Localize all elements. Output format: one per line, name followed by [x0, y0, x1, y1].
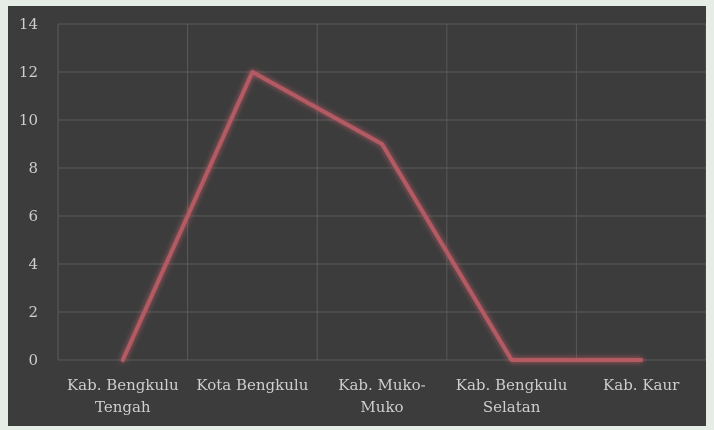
y-axis-tick-labels: 0 2 4 6 8 10 12 14 — [19, 15, 38, 369]
x-tick-label-line: Kota Bengkulu — [196, 376, 308, 394]
y-tick-label: 0 — [28, 351, 38, 369]
y-tick-label: 10 — [19, 111, 38, 129]
x-tick-label-line: Kab. Bengkulu — [456, 376, 568, 394]
y-tick-label: 6 — [28, 207, 38, 225]
chart-canvas: 0 2 4 6 8 10 12 14 Kab. Bengkulu Tengah Kota Beng… — [8, 6, 706, 426]
x-tick-label: Kab. Muko- Muko — [338, 376, 426, 416]
x-tick-label: Kab. Bengkulu Selatan — [456, 376, 568, 416]
y-tick-label: 14 — [19, 15, 38, 33]
y-tick-label: 8 — [28, 159, 38, 177]
x-tick-label-line: Kab. Bengkulu — [67, 376, 179, 394]
x-tick-label-line: Selatan — [483, 398, 541, 416]
x-tick-label: Kab. Bengkulu Tengah — [67, 376, 179, 416]
y-tick-label: 4 — [28, 255, 38, 273]
x-tick-label-line: Kab. Kaur — [603, 376, 680, 394]
x-tick-label-line: Muko — [360, 398, 403, 416]
line-chart: 0 2 4 6 8 10 12 14 Kab. Bengkulu Tengah Kota Beng… — [8, 6, 706, 426]
x-tick-label: Kab. Kaur — [603, 376, 680, 394]
x-tick-label: Kota Bengkulu — [196, 376, 308, 394]
x-tick-label-line: Kab. Muko- — [338, 376, 426, 394]
x-tick-label-line: Tengah — [95, 398, 151, 416]
y-tick-label: 2 — [28, 303, 38, 321]
y-tick-label: 12 — [19, 63, 38, 81]
x-axis-tick-labels: Kab. Bengkulu Tengah Kota Bengkulu Kab. Muk… — [67, 376, 680, 416]
series-layer — [120, 70, 644, 362]
